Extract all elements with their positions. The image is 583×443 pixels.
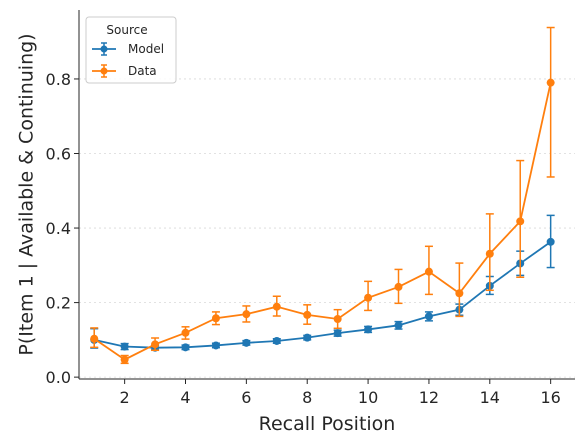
data-point [546,78,555,87]
y-tick-label: 0.8 [46,70,71,89]
x-axis-title: Recall Position [259,413,396,435]
data-point [151,340,160,349]
data-point [424,312,433,321]
legend-title: Source [106,23,147,37]
legend-item-data: Data [92,64,157,78]
data-point [394,282,403,291]
x-tick-label: 16 [540,388,560,407]
data-point [181,328,190,337]
x-tick-label: 8 [302,388,312,407]
series-data [90,26,555,365]
data-point [120,355,129,364]
x-tick-label: 10 [358,388,378,407]
series-layer [90,26,555,365]
legend: Source Model Data [85,16,177,84]
data-point [211,341,220,350]
y-axis-ticks: 0.0 0.2 0.4 0.6 0.8 [46,70,79,387]
data-point [424,267,433,276]
legend-label: Data [128,64,157,78]
data-point [516,217,525,226]
series-line [94,241,552,349]
y-tick-label: 0.6 [46,145,71,164]
x-tick-label: 2 [120,388,130,407]
x-tick-label: 14 [480,388,500,407]
data-point [181,343,190,352]
data-point [364,293,373,302]
data-point [242,310,251,319]
data-point [272,302,281,311]
y-axis-title: P(Item 1 | Available & Continuing) [16,33,38,355]
data-point [333,314,342,323]
data-point [120,342,129,351]
x-tick-label: 12 [419,388,439,407]
data-point [303,310,312,319]
data-point [546,237,555,246]
data-point [211,314,220,323]
grid-lines [79,78,575,378]
series-model [90,214,555,352]
series-line [93,82,552,361]
legend-item-model: Model [92,42,164,56]
y-tick-label: 0.2 [46,294,71,313]
legend-items: Model Data [92,42,164,78]
legend-marker [100,67,108,75]
legend-label: Model [128,42,164,56]
y-tick-label: 0.0 [46,368,71,387]
data-point [394,321,403,330]
legend-marker [100,45,108,53]
legend-box [85,16,177,84]
x-tick-label: 6 [241,388,251,407]
data-point [303,333,312,342]
data-point [364,325,373,334]
axes [78,10,575,380]
data-point [485,249,494,258]
data-point [455,289,464,298]
y-tick-label: 0.4 [46,219,71,238]
data-point [272,336,281,345]
data-point [90,334,99,343]
data-point [333,329,342,338]
x-tick-label: 4 [180,388,190,407]
data-point [242,338,251,347]
x-axis-ticks: 2 4 6 8 10 12 14 16 [120,379,561,407]
